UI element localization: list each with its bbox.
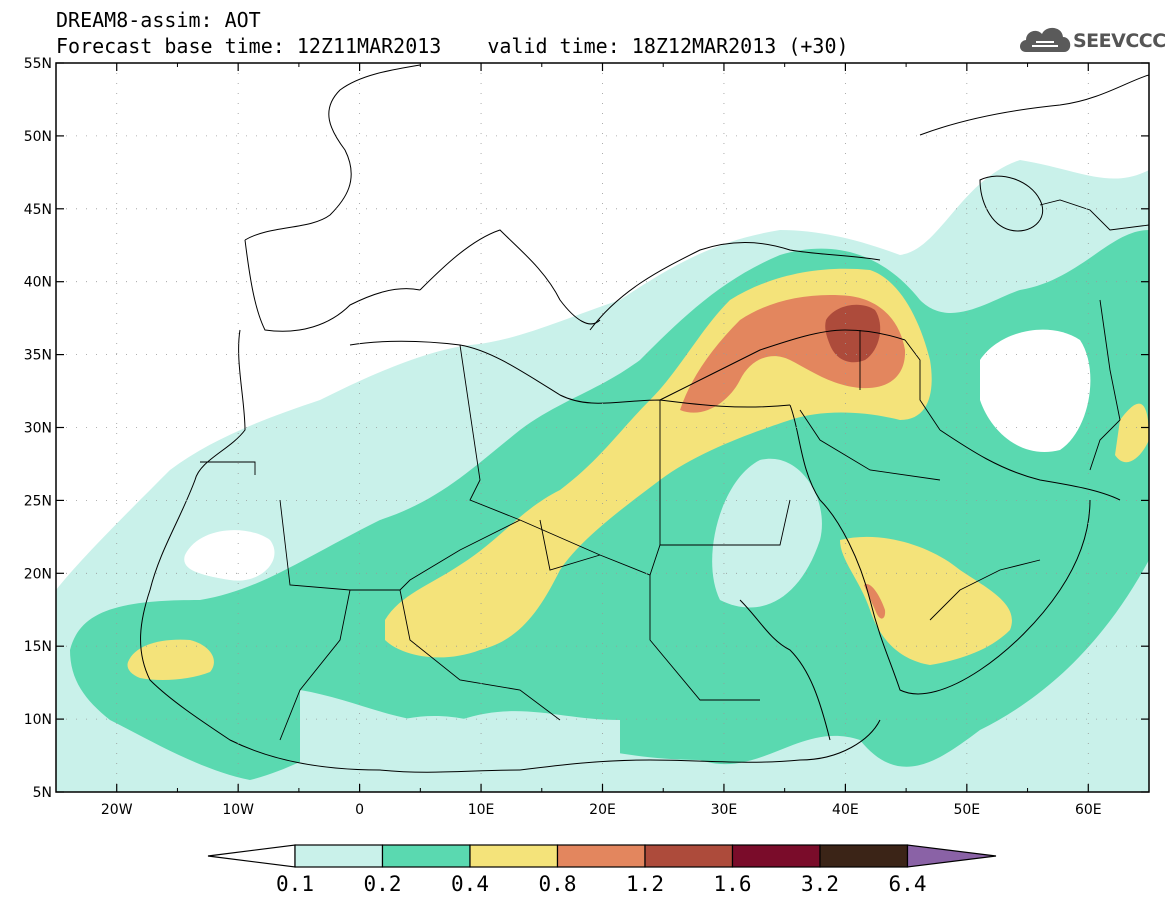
- colorbar-swatch: [556, 844, 646, 868]
- lon-label: 20E: [589, 802, 616, 818]
- aot-clean-area-sahara: [184, 530, 275, 581]
- aot-contour-1.2: [825, 304, 881, 363]
- colorbar-label: 1.6: [713, 872, 752, 896]
- lat-label: 55N: [24, 56, 52, 72]
- colorbar-label: 1.2: [626, 872, 664, 896]
- logo-text: SEEVCCC: [1073, 30, 1165, 52]
- colorbar-swatch: [469, 844, 559, 868]
- lon-label: 10W: [222, 802, 254, 818]
- lat-label: 10N: [24, 712, 52, 728]
- colorbar-label: 0.1: [276, 872, 314, 896]
- lat-label: 15N: [24, 639, 52, 655]
- aot-contour-hole: [300, 690, 620, 792]
- aot-contour-0.4-senegal: [127, 639, 214, 680]
- aot-clean-area-iran: [980, 329, 1091, 452]
- lon-label: 30E: [711, 802, 738, 818]
- gridlines: [56, 63, 1149, 792]
- cloud-icon: [1020, 27, 1071, 52]
- valid-time: valid time: 18Z12MAR2013 (+30): [487, 34, 849, 58]
- forecast-times: Forecast base time: 12Z11MAR2013 valid ti…: [56, 35, 849, 57]
- lat-label: 40N: [24, 275, 52, 291]
- lat-label: 20N: [24, 566, 52, 582]
- coastlines: [140, 64, 1149, 773]
- colorbar: [207, 844, 997, 868]
- lat-label: 50N: [24, 129, 52, 145]
- colorbar-label: 0.4: [451, 872, 489, 896]
- aot-contour-0.4-arabia: [840, 536, 1012, 665]
- colorbar-over-arrow: [906, 844, 997, 868]
- lon-label: 10E: [468, 802, 495, 818]
- colorbar-label: 3.2: [801, 872, 839, 896]
- colorbar-label: 0.2: [363, 872, 402, 896]
- colorbar-swatch: [731, 844, 821, 868]
- lat-label: 30N: [24, 421, 52, 437]
- aot-contour-0.8-red-sea: [864, 584, 886, 619]
- colorbar-under-arrow: [207, 844, 296, 868]
- lat-label: 5N: [33, 785, 52, 801]
- colorbar-label: 6.4: [888, 872, 927, 896]
- chart-title: DREAM8-assim: AOT: [56, 8, 261, 32]
- seevccc-logo: SEEVCCC: [1018, 22, 1165, 58]
- lon-label: 20W: [101, 802, 133, 818]
- map-axes: 55N 50N 45N 40N 35N 30N 25N 20N 15N 10N 5N 20W 10W 0 1…: [24, 56, 1150, 818]
- colorbar-swatch: [644, 844, 734, 868]
- aot-contour-0.4: [385, 268, 932, 658]
- lon-label: 60E: [1075, 802, 1102, 818]
- colorbar-swatch: [381, 844, 471, 868]
- base-time: Forecast base time: 12Z11MAR2013: [56, 34, 442, 58]
- lat-label: 45N: [24, 202, 52, 218]
- lat-label: 25N: [24, 493, 52, 509]
- lon-label: 40E: [832, 802, 859, 818]
- borders: [200, 199, 1149, 741]
- colorbar-swatch: [819, 844, 909, 868]
- lat-label: 35N: [24, 348, 52, 364]
- aot-field: [56, 63, 1149, 792]
- lon-label: 50E: [953, 802, 980, 818]
- aot-contour-0.4-gulf: [1115, 403, 1149, 463]
- aot-contour-hole-2: [712, 458, 822, 608]
- colorbar-label: 0.8: [538, 872, 577, 896]
- lon-label: 0: [355, 802, 364, 818]
- colorbar-swatch: [294, 844, 384, 868]
